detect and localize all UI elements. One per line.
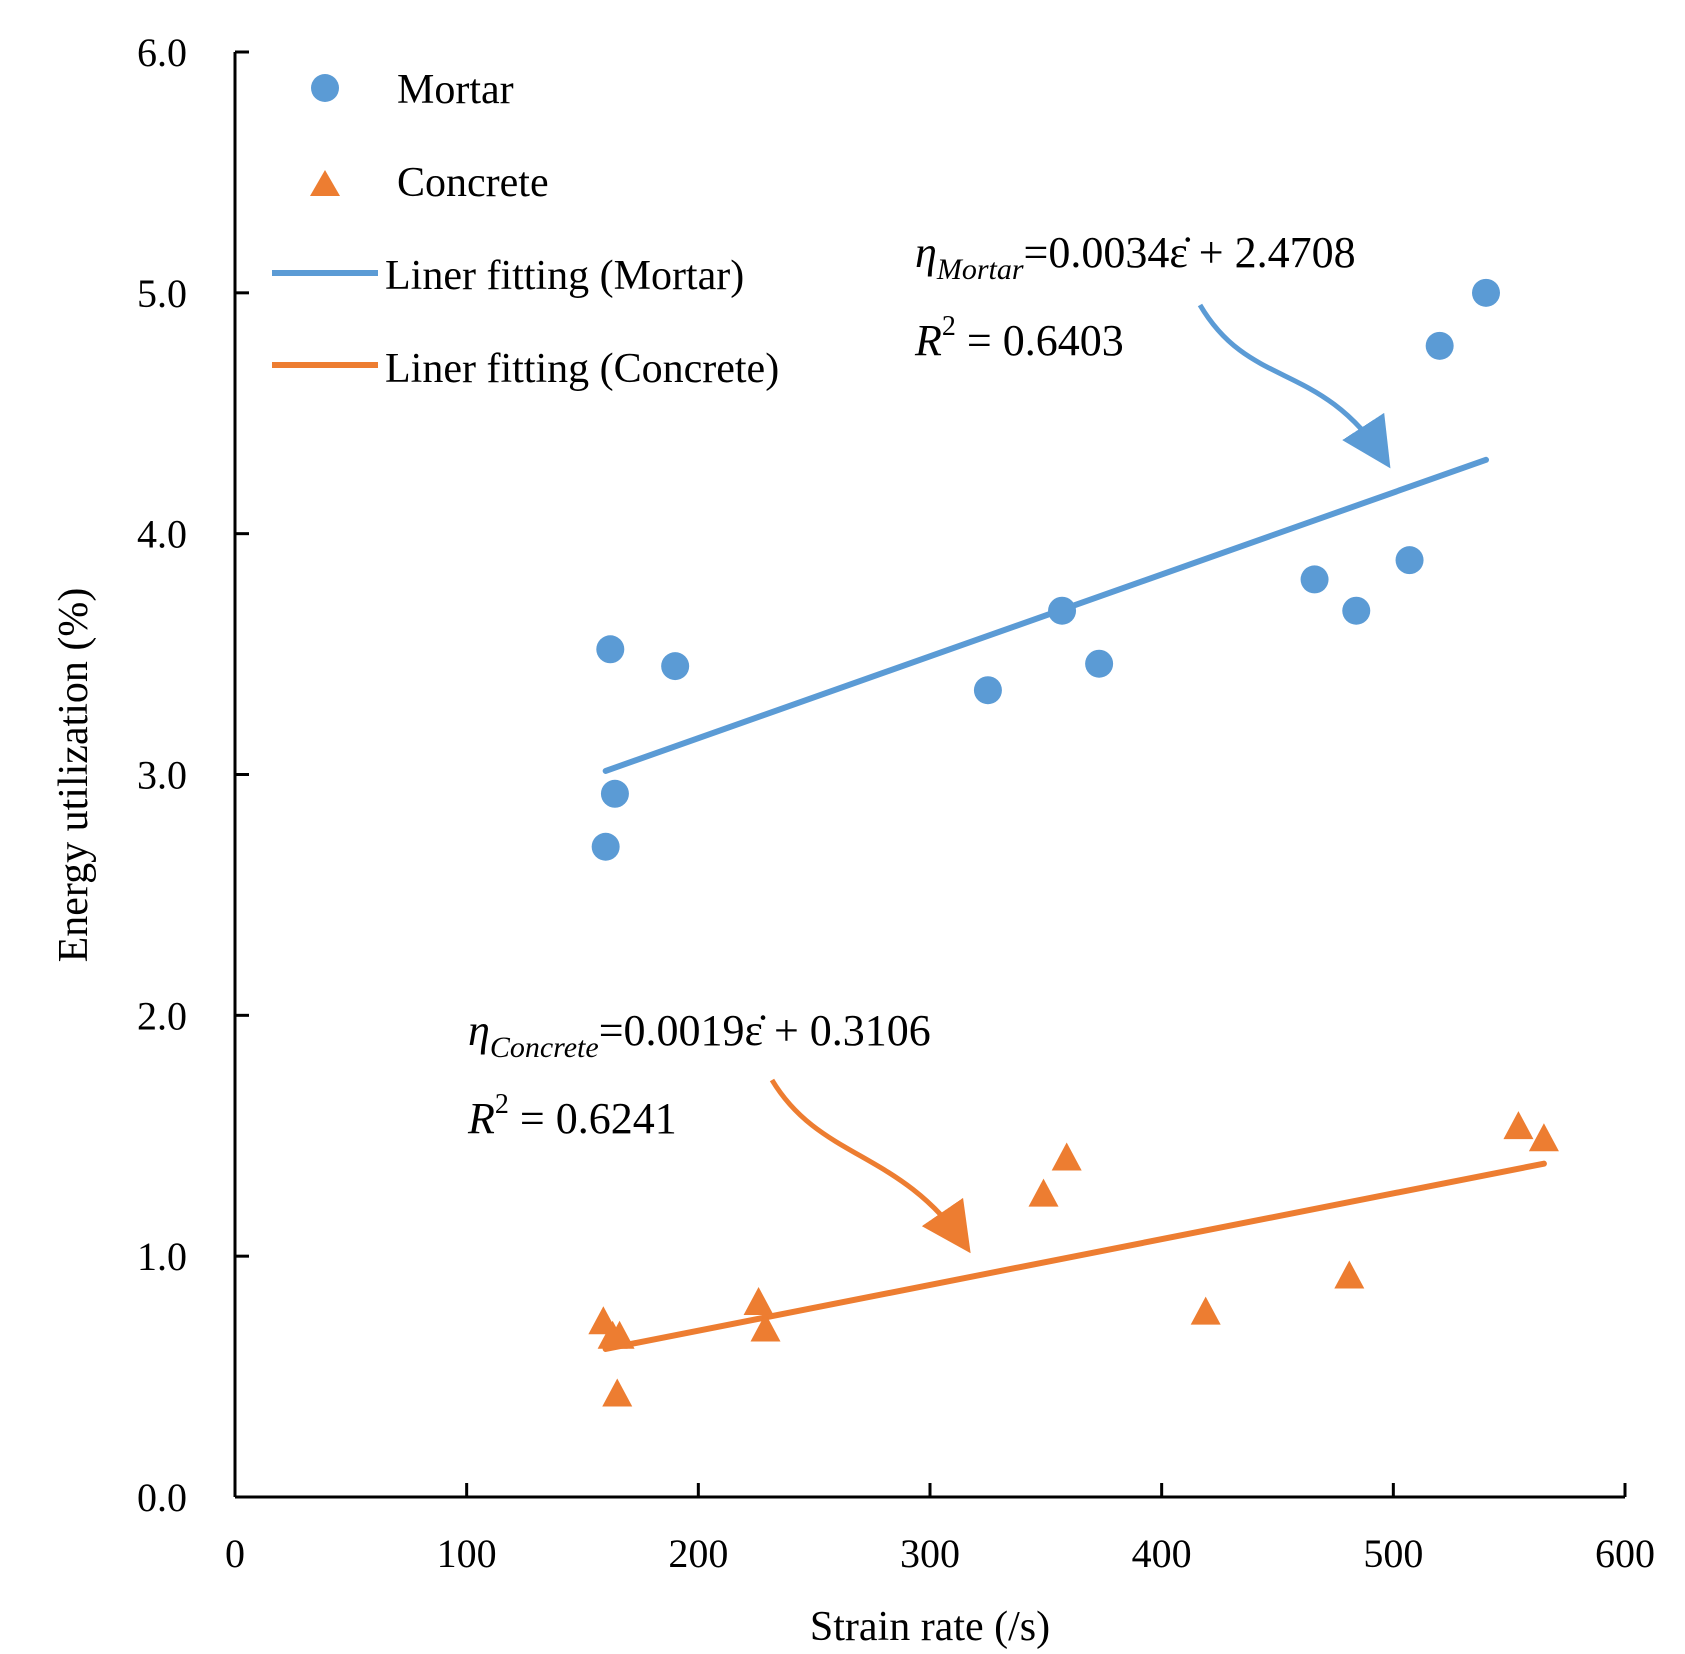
concrete-r2-exp: 2	[495, 1089, 509, 1120]
legend-label-mortar-fit: Liner fitting (Mortar)	[385, 253, 744, 299]
legend-label-mortar: Mortar	[397, 67, 514, 113]
y-ticks: 0.0 1.0 2.0 3.0 4.0 5.0 6.0	[137, 30, 249, 1520]
fit-line-liner-fitting-concrete	[602, 1160, 1547, 1352]
legend-label-concrete: Concrete	[397, 160, 549, 206]
concrete-eq-symbol: η	[468, 1006, 490, 1055]
mortar-point	[1395, 546, 1424, 575]
mortar-eq-subscript: Mortar	[936, 253, 1024, 286]
mortar-point	[596, 635, 625, 664]
concrete-point	[1334, 1260, 1365, 1289]
concrete-point	[743, 1286, 774, 1315]
concrete-point	[1051, 1142, 1082, 1171]
y-tick-label: 1.0	[137, 1234, 187, 1279]
mortar-annotation-arrow	[1197, 303, 1391, 469]
x-tick-label: 100	[437, 1531, 497, 1576]
concrete-eq-subscript: Concrete	[490, 1031, 599, 1064]
mortar-point	[1085, 649, 1114, 678]
fit-line-liner-fitting-mortar	[602, 456, 1489, 774]
x-ticks: 0 100 200 300 400 500 600	[225, 1483, 1655, 1576]
x-axis-title: Strain rate (/s)	[810, 1604, 1050, 1650]
y-axis-title: Energy utilization (%)	[51, 588, 97, 963]
legend-label-concrete-fit: Liner fitting (Concrete)	[385, 346, 779, 392]
concrete-point	[602, 1378, 633, 1407]
y-tick-label: 2.0	[137, 993, 187, 1038]
x-tick-label: 400	[1132, 1531, 1192, 1576]
mortar-point	[1048, 596, 1077, 625]
mortar-point	[1425, 331, 1454, 360]
concrete-point	[604, 1320, 635, 1349]
mortar-point	[1300, 565, 1329, 594]
concrete-point	[750, 1313, 781, 1342]
legend: Mortar Concrete Liner fitting (Mortar) L…	[272, 67, 779, 392]
concrete-equation: ηConcrete=0.0019ε̇ + 0.3106	[468, 1006, 931, 1064]
annotation-mortar: ηMortar=0.0034ε̇ + 2.4708 R2 = 0.6403	[914, 228, 1391, 469]
y-tick-label: 5.0	[137, 271, 187, 316]
mortar-point	[591, 832, 620, 861]
mortar-r2-label: R	[914, 316, 942, 365]
mortar-r2-exp: 2	[942, 311, 956, 342]
concrete-r2-value: = 0.6241	[509, 1094, 677, 1143]
legend-marker-concrete	[310, 170, 340, 196]
concrete-eq-body: =0.0019ε̇ + 0.3106	[599, 1006, 931, 1055]
y-tick-label: 4.0	[137, 512, 187, 557]
concrete-r2: R2 = 0.6241	[467, 1089, 677, 1143]
concrete-r2-label: R	[467, 1094, 495, 1143]
mortar-equation: ηMortar=0.0034ε̇ + 2.4708	[915, 228, 1356, 286]
annotation-concrete: ηConcrete=0.0019ε̇ + 0.3106 R2 = 0.6241	[467, 1006, 971, 1254]
mortar-r2-value: = 0.6403	[956, 316, 1124, 365]
fit-lines	[602, 456, 1547, 1352]
mortar-point	[1342, 596, 1371, 625]
x-tick-label: 200	[668, 1531, 728, 1576]
concrete-point	[1503, 1111, 1534, 1140]
x-tick-label: 300	[900, 1531, 960, 1576]
y-tick-label: 3.0	[137, 753, 187, 798]
x-tick-label: 0	[225, 1531, 245, 1576]
concrete-point	[1190, 1296, 1221, 1325]
mortar-point	[1472, 278, 1500, 307]
concrete-point	[1528, 1123, 1559, 1152]
x-tick-label: 500	[1363, 1531, 1423, 1576]
data-points	[588, 278, 1559, 1407]
concrete-annotation-arrow	[769, 1078, 971, 1254]
y-tick-label: 0.0	[137, 1475, 187, 1520]
mortar-eq-symbol: η	[915, 228, 937, 277]
concrete-point	[1028, 1178, 1059, 1207]
y-tick-label: 6.0	[137, 30, 187, 75]
x-tick-label: 600	[1595, 1531, 1655, 1576]
mortar-eq-body: =0.0034ε̇ + 2.4708	[1024, 228, 1356, 277]
mortar-point	[973, 676, 1002, 705]
legend-marker-mortar	[311, 74, 339, 102]
mortar-point	[661, 652, 690, 681]
mortar-point	[600, 779, 629, 808]
mortar-r2: R2 = 0.6403	[914, 311, 1124, 365]
